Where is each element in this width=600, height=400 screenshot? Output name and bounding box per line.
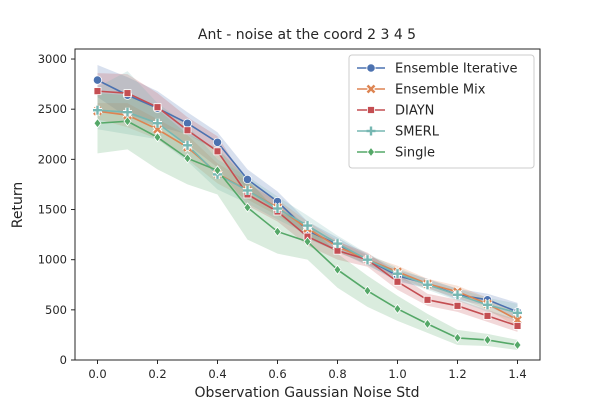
diayn-point: [453, 301, 462, 310]
legend-box: [348, 54, 535, 169]
legend-item-ensemble-mix: Ensemble Mix: [357, 83, 486, 98]
y-tick-label: 1000: [38, 253, 67, 267]
x-axis-label: Observation Gaussian Noise Std: [195, 385, 420, 400]
smerl-point: [423, 280, 432, 290]
diayn-band: [97, 73, 518, 332]
diayn-point: [423, 295, 432, 304]
diayn-point: [333, 246, 342, 255]
y-axis-label: Return: [10, 182, 26, 228]
chart-title: Ant - noise at the coord 2 3 4 5: [198, 27, 416, 43]
single-point: [453, 332, 462, 344]
single-point: [303, 236, 312, 247]
legend-marker: [367, 106, 375, 114]
ensemble-iterative-band: [97, 65, 518, 320]
single-point: [123, 116, 132, 127]
diayn-point: [393, 277, 402, 286]
legend-marker: [366, 126, 376, 136]
single-points: [93, 116, 522, 351]
smerl-point: [393, 269, 402, 279]
x-tick-label: 0.4: [208, 367, 226, 381]
x-tick-label: 0.0: [88, 367, 106, 381]
legend-marker: [365, 83, 377, 95]
ensemble-mix-point: [152, 124, 163, 135]
x-tick-label: 1.2: [448, 367, 466, 381]
smerl-point: [483, 300, 492, 310]
smerl-band: [97, 71, 518, 321]
y-tick-label: 3000: [38, 52, 67, 66]
single-point: [483, 334, 492, 346]
smerl-point: [123, 107, 132, 117]
y-axis-ticks: 0 500 1000 1500 2000 2500 3000: [38, 52, 75, 367]
legend-item-ensemble-iterative: Ensemble Iterative: [357, 62, 518, 77]
smerl-points: [93, 105, 522, 318]
legend-label: DIAYN: [395, 104, 434, 119]
diayn-point: [513, 321, 522, 330]
y-tick-label: 2000: [38, 152, 67, 166]
single-point: [153, 132, 162, 143]
y-tick-label: 500: [45, 303, 67, 317]
y-tick-label: 1500: [38, 203, 67, 217]
x-tick-label: 1.0: [388, 367, 406, 381]
single-point: [393, 303, 402, 314]
legend-marker: [366, 146, 376, 158]
legend-label: Single: [395, 146, 435, 161]
single-point: [333, 264, 342, 275]
single-point: [213, 165, 222, 176]
smerl-point: [333, 239, 342, 249]
smerl-point: [183, 140, 192, 150]
y-tick-label: 0: [60, 353, 67, 367]
x-tick-label: 0.6: [268, 367, 286, 381]
ensemble-iterative-point: [242, 174, 253, 185]
series-markers: [92, 75, 523, 351]
single-point: [243, 202, 252, 213]
diayn-point: [183, 126, 192, 135]
smerl-point: [93, 105, 102, 115]
diayn-point: [153, 103, 162, 112]
diayn-point: [93, 87, 102, 96]
ensemble-iterative-point: [92, 75, 103, 85]
ensemble-iterative-point: [182, 118, 193, 128]
x-tick-label: 0.2: [148, 367, 166, 381]
x-axis-ticks: 0.0 0.2 0.4 0.6 0.8 1.0 1.2 1.4: [88, 360, 527, 381]
single-point: [423, 318, 432, 330]
single-band: [97, 93, 518, 350]
legend: Ensemble Iterative Ensemble Mix DIAYN SMERL…: [348, 54, 535, 169]
single-point: [273, 226, 282, 237]
diayn-point: [483, 311, 492, 320]
smerl-point: [513, 308, 522, 318]
y-tick-label: 2500: [38, 102, 67, 116]
smerl-point: [363, 255, 372, 265]
legend-label: SMERL: [395, 125, 440, 140]
smerl-point: [243, 185, 252, 195]
legend-marker: [366, 63, 376, 73]
x-tick-label: 1.4: [508, 367, 526, 381]
single-point: [93, 118, 102, 129]
legend-label: Ensemble Mix: [395, 83, 486, 98]
diayn-point: [213, 147, 222, 156]
single-point: [183, 153, 192, 164]
x-tick-label: 0.8: [328, 367, 346, 381]
legend-item-diayn: DIAYN: [357, 104, 434, 119]
plot-frame: [74, 48, 541, 361]
single-point: [363, 285, 372, 296]
smerl-point: [273, 204, 282, 214]
smerl-point: [303, 221, 312, 231]
single-point: [513, 339, 522, 351]
legend-item-smerl: SMERL: [357, 125, 440, 140]
legend-label: Ensemble Iterative: [395, 62, 518, 77]
legend-item-single: Single: [357, 146, 435, 161]
ensemble-iterative-point: [212, 137, 223, 147]
smerl-point: [453, 290, 462, 300]
diayn-point: [123, 89, 132, 98]
smerl-point: [153, 118, 162, 128]
